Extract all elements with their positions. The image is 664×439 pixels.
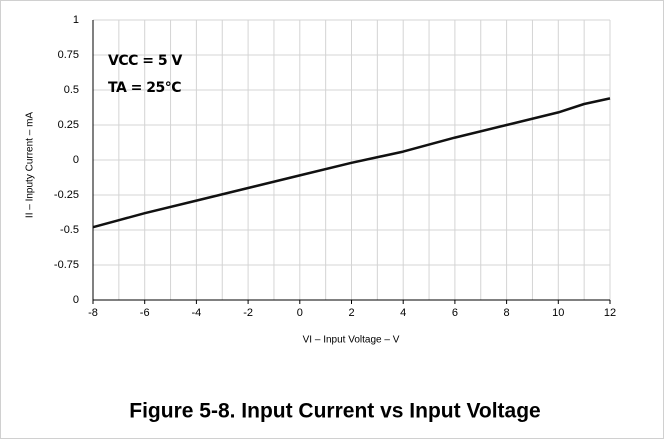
y-tick-label: 0 (73, 154, 79, 166)
x-tick-label: -8 (88, 307, 98, 319)
y-tick-label: 0.25 (58, 119, 79, 131)
x-tick-label: -4 (192, 307, 202, 319)
y-tick-label: 0.5 (64, 84, 79, 96)
y-axis-label: II – Inputy Current – mA (25, 112, 36, 218)
y-tick-label: -0.5 (60, 224, 79, 236)
x-axis-label: VI – Input Voltage – V (303, 335, 400, 346)
x-tick-label: 4 (400, 307, 406, 319)
x-tick-label: 12 (604, 307, 616, 319)
x-tick-label: 2 (348, 307, 354, 319)
y-tick-label: -0.25 (54, 189, 79, 201)
y-tick-label: -0.75 (54, 259, 79, 271)
y-tick-label: 0 (73, 294, 79, 306)
annotation: TA = 25°C (108, 80, 181, 96)
x-tick-label: -6 (140, 307, 150, 319)
caption: Figure 5-8. Input Current vs Input Volta… (129, 400, 540, 423)
x-tick-label: 8 (504, 307, 510, 319)
y-tick-label: 1 (73, 14, 79, 26)
x-tick-label: 6 (452, 307, 458, 319)
y-tick-label: 0.75 (58, 49, 79, 61)
x-tick-label: -2 (243, 307, 253, 319)
x-tick-label: 10 (552, 307, 564, 319)
x-tick-label: 0 (297, 307, 303, 319)
data-line (92, 97, 611, 229)
annotation: VCC = 5 V (108, 53, 182, 69)
